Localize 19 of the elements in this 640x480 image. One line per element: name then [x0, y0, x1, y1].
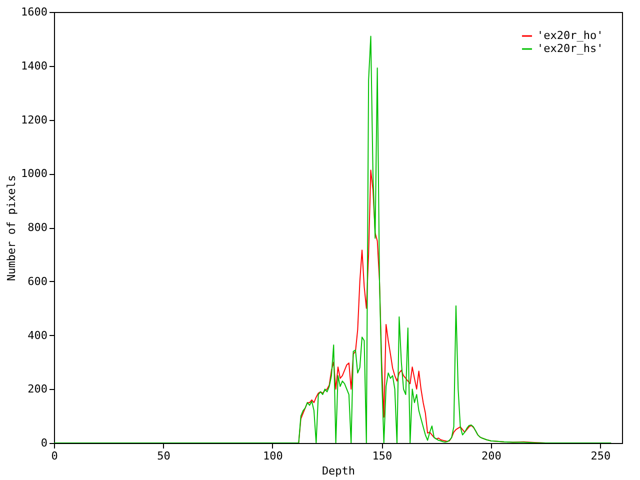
y-tick-label: 1200	[21, 113, 48, 126]
y-tick-label: 400	[28, 328, 48, 342]
x-tick-label: 150	[372, 450, 392, 462]
x-tick-label: 100	[263, 450, 283, 462]
y-tick-label: 600	[28, 274, 48, 288]
x-tick-label: 50	[157, 450, 170, 462]
legend-label: 'ex20r_ho'	[537, 29, 604, 42]
x-tick-label: 0	[51, 450, 58, 462]
y-tick-label: 200	[28, 382, 48, 396]
x-axis-title: Depth	[322, 464, 356, 478]
legend-label: 'ex20r_hs'	[537, 42, 604, 55]
y-tick-label: 1600	[21, 6, 48, 18]
x-tick-label: 250	[590, 450, 611, 462]
y-tick-label: 800	[28, 221, 48, 234]
y-tick-label: 0	[40, 436, 48, 450]
y-axis-title: Number of pixels	[5, 175, 18, 281]
y-tick-label: 1000	[21, 167, 48, 180]
x-tick-label: 200	[481, 450, 502, 462]
y-tick-label: 1400	[21, 59, 48, 72]
